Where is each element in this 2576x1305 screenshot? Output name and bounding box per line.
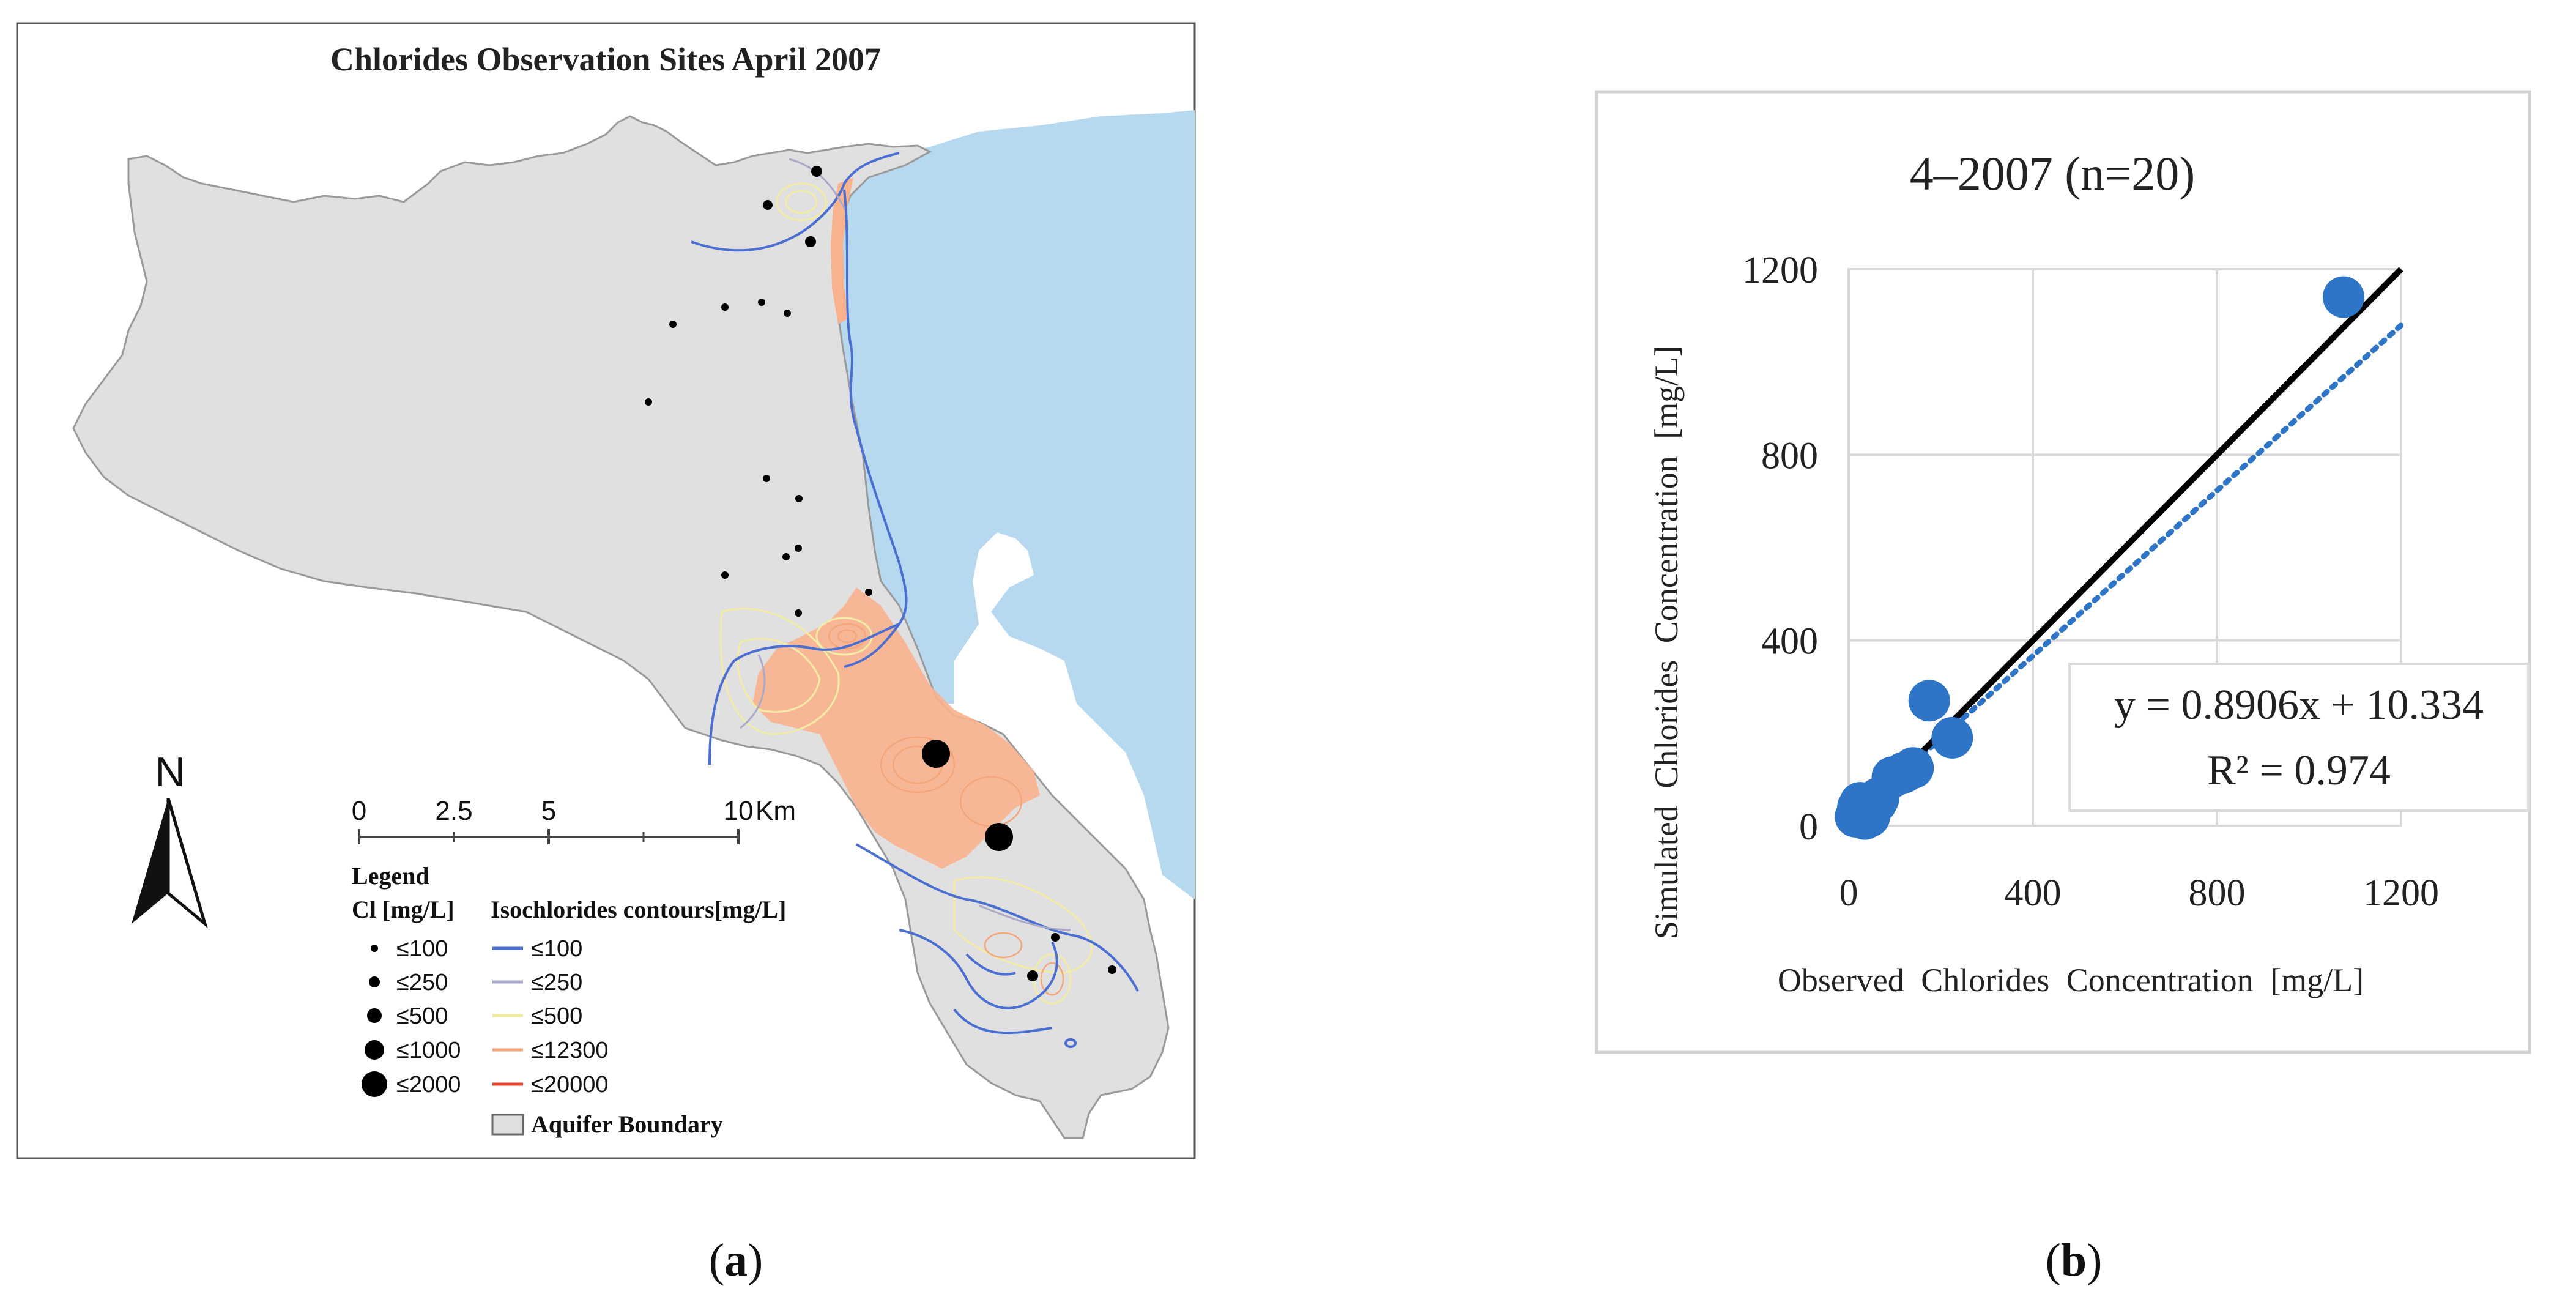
legend-iso-label: ≤20000 <box>531 1072 609 1098</box>
site-marker <box>795 545 802 552</box>
chart-frame <box>1595 90 2531 1054</box>
legend-cl-symbol <box>369 976 380 987</box>
legend-cl-symbol <box>371 945 378 952</box>
site-marker <box>1108 965 1116 974</box>
legend-cl-label: ≤250 <box>396 970 448 995</box>
site-marker <box>1027 970 1038 981</box>
site-marker <box>763 475 770 482</box>
legend-iso-label: ≤500 <box>531 1003 582 1029</box>
aquifer-area <box>72 115 1170 1139</box>
scale-unit: Km <box>755 796 796 826</box>
legend-iso-label: ≤12300 <box>531 1038 609 1063</box>
data-point <box>1931 716 1973 759</box>
site-marker <box>669 321 677 328</box>
site-marker <box>645 398 652 406</box>
legend-cl-symbol <box>365 1040 384 1060</box>
sea-area <box>832 110 1195 899</box>
equation-box: y = 0.8906x + 10.334 R² = 0.974 <box>2068 663 2530 812</box>
grey-contours <box>740 158 1071 931</box>
site-marker <box>758 299 765 306</box>
legend-iso-heading: Isochlorides contours[mg/L] <box>491 896 786 923</box>
salt-intrusion-zone <box>752 587 1040 869</box>
legend-cl-label: ≤100 <box>396 936 448 962</box>
x-tick-label: 1200 <box>2363 872 2439 914</box>
legend-cl-label: ≤500 <box>396 1003 448 1029</box>
scale-tick-label: 2.5 <box>435 796 472 826</box>
legend-cl-symbol <box>367 1008 382 1023</box>
map-title: Chlorides Observation Sites April 2007 <box>330 41 881 78</box>
data-point <box>2322 276 2364 318</box>
map-legend: Legend Cl [mg/L] Isochlorides contours[m… <box>352 862 786 1138</box>
panel-label-a: (a) <box>709 1235 763 1286</box>
site-marker <box>865 589 872 596</box>
x-tick-label: 400 <box>2005 872 2062 914</box>
scale-tick-label: 10 <box>724 796 754 826</box>
legend-cl-heading: Cl [mg/L] <box>352 896 455 923</box>
x-tick-label: 0 <box>1839 872 1858 914</box>
legend-cl-symbol <box>362 1071 387 1097</box>
chart-title: 4–2007 (n=20) <box>1910 147 2195 200</box>
north-arrow-icon <box>132 798 168 924</box>
site-marker <box>795 609 802 617</box>
coastal-salt-strip <box>831 177 853 324</box>
map-panel: Chlorides Observation Sites April 2007 <box>16 22 1196 1159</box>
legend-heading: Legend <box>352 862 429 890</box>
legend-iso-swatches <box>492 946 523 1086</box>
axis-tick-labels: 0 400 800 1200 0 400 800 1200 <box>1742 250 2439 914</box>
scale-tick-label: 5 <box>541 796 556 826</box>
legend-aquifer-label: Aquifer Boundary <box>531 1110 723 1138</box>
north-arrow: N <box>132 749 208 929</box>
r-squared-label: R² = 0.974 <box>2207 747 2391 794</box>
scatter-panel: 4–2007 (n=20) 0 400 800 1200 0 400 800 1200 y =… <box>1595 90 2531 1054</box>
site-marker <box>805 236 816 247</box>
legend-iso-label: ≤250 <box>531 970 582 995</box>
data-point <box>1892 747 1934 789</box>
site-marker <box>985 823 1013 851</box>
legend-iso-label: ≤100 <box>531 936 582 962</box>
site-marker <box>721 571 729 579</box>
site-marker <box>784 310 791 317</box>
blue-contours <box>691 152 1139 1048</box>
y-axis-label: Simulated Chlorides Concentration [mg/L] <box>1648 346 1685 939</box>
y-tick-label: 800 <box>1761 435 1818 477</box>
site-marker <box>795 495 803 502</box>
legend-cl-label: ≤2000 <box>396 1072 461 1098</box>
site-marker <box>782 553 790 560</box>
legend-cl-label: ≤1000 <box>396 1038 461 1063</box>
y-tick-label: 1200 <box>1742 250 1818 291</box>
site-marker <box>922 740 950 768</box>
trendline-equation: y = 0.8906x + 10.334 <box>2114 682 2484 729</box>
y-tick-label: 400 <box>1761 621 1818 663</box>
site-marker <box>721 303 729 311</box>
y-tick-label: 0 <box>1799 806 1818 848</box>
observation-sites <box>645 166 1116 981</box>
scale-bar: 0 2.5 5 10 Km <box>352 796 796 844</box>
legend-aquifer-swatch <box>491 1114 524 1136</box>
x-tick-label: 800 <box>2189 872 2246 914</box>
data-point <box>1908 680 1950 722</box>
panel-label-b: (b) <box>2046 1235 2103 1286</box>
north-arrow-label: N <box>155 749 185 795</box>
site-marker <box>811 166 822 177</box>
scale-tick-label: 0 <box>352 796 366 826</box>
plot-points <box>1835 276 2364 840</box>
legend-cl-symbols <box>362 945 387 1097</box>
x-axis-label: Observed Chlorides Concentration [mg/L] <box>1778 962 2364 998</box>
site-marker <box>763 200 773 210</box>
site-marker <box>1051 933 1060 942</box>
